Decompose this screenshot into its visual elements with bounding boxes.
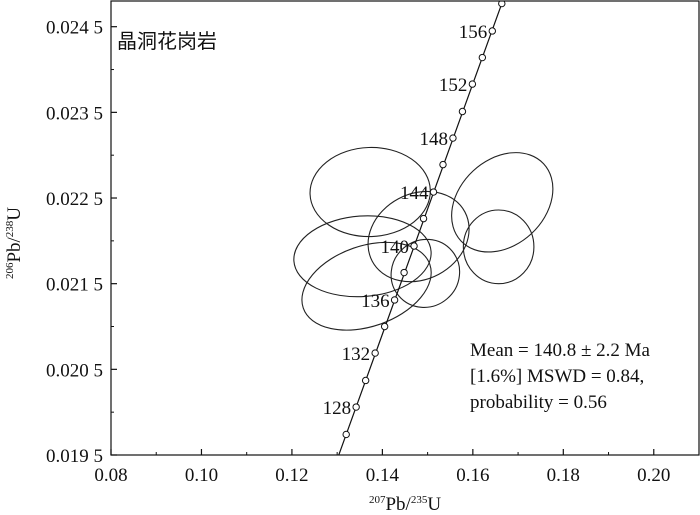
concordia-marker-152 (468, 80, 477, 88)
concordia-marker-128 (352, 403, 360, 411)
age-label-140: 140 (381, 237, 410, 258)
concordia-marker-138 (400, 268, 408, 277)
x-tick-label-0.18: 0.18 (547, 465, 580, 486)
error-ellipse-3 (301, 241, 432, 331)
concordia-marker-146 (439, 160, 447, 169)
concordia-marker-126 (342, 430, 350, 439)
stat-mean: Mean = 140.8 ± 2.2 Ma (470, 340, 651, 361)
x-title-base2: U (427, 494, 441, 515)
concordia-marker-142 (419, 214, 428, 223)
age-label-144: 144 (400, 183, 429, 204)
concordia-marker-148 (449, 134, 457, 142)
error-ellipse-2 (309, 146, 431, 238)
x-tick-label-0.14: 0.14 (366, 465, 400, 486)
statistics-box: Mean = 140.8 ± 2.2 Ma [1.6%] MSWD = 0.84… (470, 340, 651, 413)
y-tick-label-0.021 5: 0.021 5 (46, 275, 103, 296)
concordia-curve (338, 1, 506, 455)
y-tick-label-0.024 5: 0.024 5 (46, 18, 103, 39)
error-ellipse-1 (293, 215, 432, 298)
plot-frame (110, 0, 700, 456)
error-ellipses (293, 146, 554, 331)
error-ellipse-7 (462, 209, 535, 285)
error-ellipse-4 (367, 190, 470, 283)
y-title-sup2: 238 (4, 220, 16, 237)
y-title-sup1: 206 (4, 262, 16, 279)
concordia-marker-144 (429, 188, 438, 196)
age-label-156: 156 (459, 22, 488, 43)
age-label-136: 136 (361, 291, 390, 312)
concordia-marker-130 (361, 376, 370, 385)
error-ellipse-5 (390, 238, 461, 308)
concordia-marker-156 (488, 27, 496, 35)
age-label-148: 148 (419, 129, 448, 150)
age-label-152: 152 (439, 75, 468, 96)
age-label-128: 128 (323, 398, 352, 419)
y-tick-label-0.019 5: 0.019 5 (46, 446, 103, 467)
concordia-marker-134 (380, 322, 389, 331)
y-tick-label-0.020 5: 0.020 5 (46, 360, 103, 381)
concordia-marker-140 (410, 242, 418, 250)
y-tick-label-0.022 5: 0.022 5 (46, 189, 103, 210)
age-labels: 156 152 148 144 140 136 132 128 (323, 22, 488, 419)
x-tick-label-0.12: 0.12 (275, 465, 308, 486)
chart-title: 晶洞花岗岩 (117, 29, 217, 53)
x-tick-label-0.16: 0.16 (456, 465, 489, 486)
x-axis-title: 207Pb/235U (369, 494, 441, 515)
x-axis: 0.08 0.10 0.12 0.14 0.16 0.18 0.20 (94, 449, 700, 486)
x-title-base1: Pb/ (385, 494, 411, 515)
age-label-132: 132 (342, 344, 371, 365)
x-title-sup2: 235 (411, 494, 428, 506)
concordia-marker-136 (390, 296, 399, 304)
y-axis-title: 206Pb/238U (4, 207, 25, 279)
stat-mswd: [1.6%] MSWD = 0.84, (470, 366, 644, 387)
y-title-base2: U (4, 207, 25, 221)
concordia-marker-132 (371, 349, 379, 357)
y-tick-label-0.023 5: 0.023 5 (46, 103, 103, 124)
concordia-marker-150 (458, 107, 467, 116)
x-tick-label-0.08: 0.08 (94, 465, 127, 486)
x-tick-label-0.20: 0.20 (637, 465, 670, 486)
stat-probability: probability = 0.56 (470, 392, 607, 413)
x-tick-label-0.10: 0.10 (185, 465, 218, 486)
y-title-base1: Pb/ (4, 236, 25, 262)
y-axis: 0.019 5 0.020 5 0.021 5 0.022 5 0.023 5 0.024… (46, 18, 117, 467)
x-title-sup1: 207 (369, 494, 386, 506)
concordia-marker-158 (498, 1, 506, 8)
concordia-marker-154 (478, 53, 487, 62)
